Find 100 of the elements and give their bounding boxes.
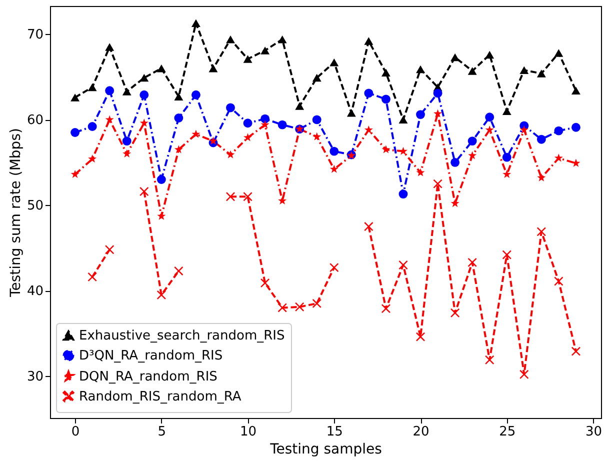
point: [105, 245, 114, 254]
point: [468, 258, 477, 267]
point: [174, 92, 184, 100]
point: [208, 136, 218, 145]
point: [105, 43, 114, 51]
point: [364, 37, 374, 45]
point: [191, 90, 200, 100]
point: [260, 120, 270, 128]
x-tick-label: 25: [499, 424, 516, 440]
point: [226, 103, 235, 112]
point: [485, 125, 494, 134]
point: [364, 125, 373, 134]
point: [468, 151, 477, 160]
point: [364, 88, 374, 98]
point: [174, 145, 183, 154]
point: [536, 70, 546, 78]
point: [571, 122, 580, 132]
point: [140, 118, 148, 127]
point: [502, 170, 512, 178]
x-tick-label: 5: [158, 424, 166, 440]
point: [140, 74, 149, 82]
point: [330, 58, 339, 66]
point: [156, 64, 166, 72]
point: [398, 260, 408, 270]
point: [502, 152, 512, 162]
point: [174, 266, 184, 276]
y-tick-label: 40: [26, 284, 44, 300]
point: [485, 50, 494, 59]
point: [398, 190, 408, 199]
point: [450, 158, 460, 167]
point: [156, 175, 166, 184]
point: [537, 173, 546, 182]
point: [226, 150, 235, 158]
point: [70, 170, 80, 178]
legend-label: D³QN_RA_random_RIS: [79, 348, 223, 364]
point: [226, 192, 235, 202]
point: [520, 370, 529, 379]
legend-label: Exhaustive_search_random_RIS: [79, 328, 285, 344]
point: [364, 222, 374, 232]
point: [122, 149, 132, 158]
y-tick-label: 70: [26, 28, 44, 43]
point: [330, 164, 338, 173]
point: [450, 53, 460, 62]
point: [571, 86, 580, 94]
point: [416, 332, 425, 342]
y-tick-label: 30: [26, 370, 44, 385]
point: [502, 250, 512, 260]
x-axis-title: Testing samples: [269, 442, 382, 458]
y-axis-title: Testing sum rate (Mbps): [8, 128, 24, 298]
x-tick-label: 0: [71, 424, 80, 440]
point: [295, 302, 304, 312]
point: [278, 35, 287, 44]
point: [278, 196, 287, 205]
point: [398, 116, 408, 124]
point: [105, 86, 114, 96]
point: [398, 146, 408, 155]
point: [416, 65, 425, 74]
point: [208, 64, 218, 72]
point: [485, 355, 494, 364]
point: [122, 136, 132, 146]
point: [312, 132, 322, 140]
point: [312, 115, 322, 124]
point: [226, 35, 235, 44]
x-tick-label: 10: [240, 424, 257, 440]
point: [520, 125, 528, 134]
point: [105, 115, 114, 124]
point: [260, 46, 270, 54]
point: [450, 308, 460, 318]
point: [554, 126, 564, 136]
point: [382, 145, 390, 154]
point: [536, 134, 546, 144]
point: [433, 88, 442, 98]
point: [330, 146, 339, 156]
point: [485, 112, 494, 122]
point: [70, 94, 80, 102]
legend-label: Random_RIS_random_RA: [79, 390, 242, 404]
legend-label: DQN_RA_random_RIS: [79, 370, 218, 384]
y-tick-label: 60: [26, 113, 44, 128]
point: [416, 110, 425, 120]
point: [571, 346, 580, 356]
point: [381, 94, 390, 104]
x-tick-label: 20: [412, 424, 430, 440]
point: [122, 88, 132, 96]
point: [312, 298, 322, 308]
point: [174, 114, 184, 122]
point: [156, 290, 166, 300]
point: [244, 133, 252, 142]
point: [278, 120, 287, 130]
y-tick-label: 50: [26, 198, 44, 214]
point: [243, 118, 252, 128]
point: [243, 55, 252, 63]
point: [468, 136, 477, 146]
point: [70, 128, 80, 137]
point: [434, 109, 442, 118]
point: [536, 227, 546, 236]
point: [346, 108, 356, 117]
point: [88, 154, 97, 163]
point: [450, 198, 460, 208]
point: [157, 212, 166, 220]
point: [381, 68, 390, 77]
